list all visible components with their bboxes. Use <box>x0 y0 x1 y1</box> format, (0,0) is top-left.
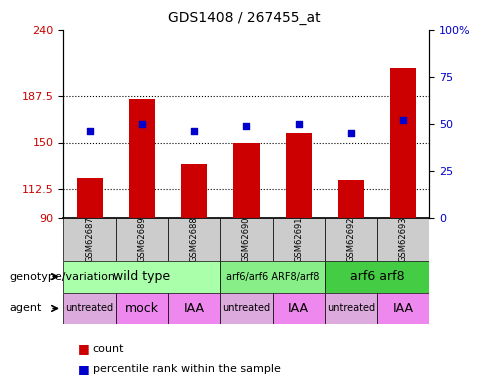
Bar <box>77 177 102 218</box>
FancyBboxPatch shape <box>63 292 116 324</box>
Bar <box>338 180 364 218</box>
Text: wild type: wild type <box>113 270 170 283</box>
Text: arf6 arf8: arf6 arf8 <box>350 270 405 283</box>
FancyBboxPatch shape <box>116 217 168 261</box>
FancyBboxPatch shape <box>325 217 377 261</box>
FancyBboxPatch shape <box>273 217 325 261</box>
Bar <box>181 164 207 218</box>
Point <box>399 117 407 123</box>
Text: GSM62690: GSM62690 <box>242 216 251 262</box>
Text: untreated: untreated <box>327 303 375 313</box>
Text: IAA: IAA <box>288 302 309 315</box>
Text: percentile rank within the sample: percentile rank within the sample <box>93 364 281 374</box>
Text: GSM62691: GSM62691 <box>294 216 303 262</box>
FancyBboxPatch shape <box>220 292 273 324</box>
Text: untreated: untreated <box>223 303 270 313</box>
FancyBboxPatch shape <box>63 261 220 292</box>
Text: ■: ■ <box>78 342 90 355</box>
FancyBboxPatch shape <box>377 292 429 324</box>
Text: mock: mock <box>125 302 159 315</box>
Text: GDS1408 / 267455_at: GDS1408 / 267455_at <box>168 11 320 25</box>
FancyBboxPatch shape <box>377 217 429 261</box>
Text: count: count <box>93 344 124 354</box>
Point <box>138 121 146 127</box>
Text: untreated: untreated <box>65 303 114 313</box>
FancyBboxPatch shape <box>116 292 168 324</box>
Point <box>295 121 303 127</box>
FancyBboxPatch shape <box>63 217 116 261</box>
Point <box>86 128 94 134</box>
FancyBboxPatch shape <box>220 261 325 292</box>
Text: IAA: IAA <box>393 302 414 315</box>
Text: GSM62692: GSM62692 <box>346 216 356 262</box>
FancyBboxPatch shape <box>325 261 429 292</box>
Text: GSM62689: GSM62689 <box>137 216 146 262</box>
FancyBboxPatch shape <box>220 217 273 261</box>
Point <box>347 130 355 136</box>
Point <box>243 123 250 129</box>
Point <box>190 128 198 134</box>
Bar <box>390 68 416 218</box>
Text: IAA: IAA <box>183 302 204 315</box>
Text: GSM62687: GSM62687 <box>85 216 94 262</box>
Text: GSM62688: GSM62688 <box>190 216 199 262</box>
FancyBboxPatch shape <box>273 292 325 324</box>
Text: agent: agent <box>10 303 42 313</box>
FancyBboxPatch shape <box>168 292 220 324</box>
Bar <box>129 99 155 218</box>
FancyBboxPatch shape <box>325 292 377 324</box>
Text: ■: ■ <box>78 363 90 375</box>
Text: genotype/variation: genotype/variation <box>10 272 116 282</box>
Bar <box>285 132 312 218</box>
Bar <box>233 142 260 218</box>
Text: GSM62693: GSM62693 <box>399 216 408 262</box>
FancyBboxPatch shape <box>168 217 220 261</box>
Text: arf6/arf6 ARF8/arf8: arf6/arf6 ARF8/arf8 <box>226 272 319 282</box>
